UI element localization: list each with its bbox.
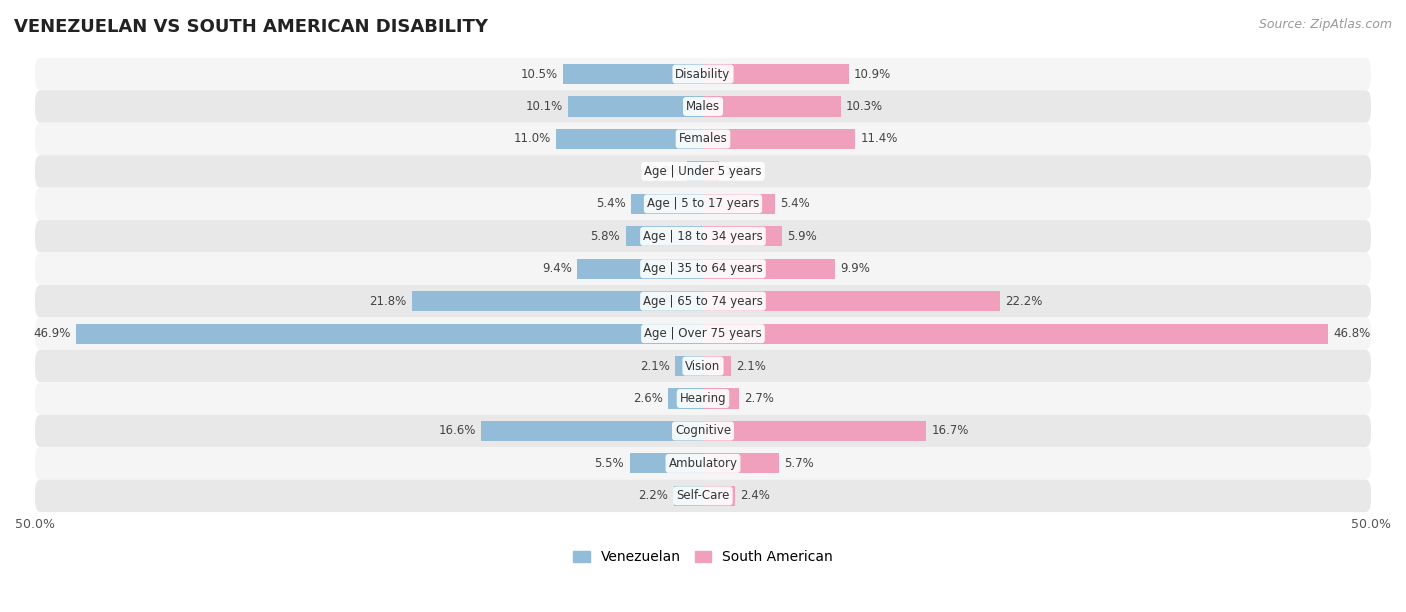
- Bar: [703, 453, 779, 474]
- Text: 1.2%: 1.2%: [724, 165, 754, 178]
- Text: 21.8%: 21.8%: [370, 295, 406, 308]
- Bar: [703, 324, 1329, 344]
- Text: Cognitive: Cognitive: [675, 425, 731, 438]
- Bar: [675, 356, 703, 376]
- Bar: [703, 194, 775, 214]
- Text: 5.9%: 5.9%: [787, 230, 817, 243]
- Text: 22.2%: 22.2%: [1005, 295, 1042, 308]
- Text: 2.6%: 2.6%: [633, 392, 662, 405]
- Text: Age | 65 to 74 years: Age | 65 to 74 years: [643, 295, 763, 308]
- Bar: [703, 259, 835, 279]
- Bar: [703, 97, 841, 116]
- Bar: [668, 389, 703, 409]
- Bar: [630, 453, 703, 474]
- Text: Males: Males: [686, 100, 720, 113]
- Text: Age | 35 to 64 years: Age | 35 to 64 years: [643, 262, 763, 275]
- Legend: Venezuelan, South American: Venezuelan, South American: [572, 550, 834, 564]
- FancyBboxPatch shape: [35, 188, 1371, 220]
- Text: 10.5%: 10.5%: [520, 67, 557, 81]
- Bar: [555, 129, 703, 149]
- Bar: [703, 486, 735, 506]
- FancyBboxPatch shape: [35, 415, 1371, 447]
- FancyBboxPatch shape: [35, 91, 1371, 123]
- Text: 9.9%: 9.9%: [841, 262, 870, 275]
- Bar: [703, 389, 740, 409]
- Text: 2.7%: 2.7%: [744, 392, 775, 405]
- Text: Hearing: Hearing: [679, 392, 727, 405]
- FancyBboxPatch shape: [35, 220, 1371, 253]
- Text: Vision: Vision: [685, 360, 721, 373]
- FancyBboxPatch shape: [35, 350, 1371, 382]
- Bar: [76, 324, 703, 344]
- Text: 46.8%: 46.8%: [1334, 327, 1371, 340]
- Bar: [703, 129, 855, 149]
- Bar: [631, 194, 703, 214]
- Text: 10.9%: 10.9%: [853, 67, 891, 81]
- Text: 9.4%: 9.4%: [543, 262, 572, 275]
- Text: 5.7%: 5.7%: [785, 457, 814, 470]
- Text: 16.7%: 16.7%: [931, 425, 969, 438]
- Text: 5.4%: 5.4%: [780, 197, 810, 211]
- Bar: [412, 291, 703, 312]
- Text: 46.9%: 46.9%: [34, 327, 72, 340]
- Text: 2.1%: 2.1%: [640, 360, 669, 373]
- Text: 5.4%: 5.4%: [596, 197, 626, 211]
- FancyBboxPatch shape: [35, 382, 1371, 415]
- Bar: [578, 259, 703, 279]
- Text: 11.0%: 11.0%: [513, 132, 551, 146]
- Bar: [703, 421, 927, 441]
- Bar: [626, 226, 703, 247]
- Bar: [673, 486, 703, 506]
- Text: Ambulatory: Ambulatory: [668, 457, 738, 470]
- Text: Age | 18 to 34 years: Age | 18 to 34 years: [643, 230, 763, 243]
- Text: 10.1%: 10.1%: [526, 100, 562, 113]
- Bar: [703, 291, 1000, 312]
- Text: VENEZUELAN VS SOUTH AMERICAN DISABILITY: VENEZUELAN VS SOUTH AMERICAN DISABILITY: [14, 18, 488, 36]
- Text: 2.2%: 2.2%: [638, 490, 668, 502]
- Text: Source: ZipAtlas.com: Source: ZipAtlas.com: [1258, 18, 1392, 31]
- Text: Self-Care: Self-Care: [676, 490, 730, 502]
- Bar: [562, 64, 703, 84]
- Text: 5.8%: 5.8%: [591, 230, 620, 243]
- Bar: [703, 356, 731, 376]
- Text: Age | Under 5 years: Age | Under 5 years: [644, 165, 762, 178]
- Text: 1.2%: 1.2%: [652, 165, 682, 178]
- Bar: [688, 162, 703, 182]
- Text: Females: Females: [679, 132, 727, 146]
- Text: 5.5%: 5.5%: [595, 457, 624, 470]
- Text: 11.4%: 11.4%: [860, 132, 898, 146]
- Text: Age | Over 75 years: Age | Over 75 years: [644, 327, 762, 340]
- FancyBboxPatch shape: [35, 155, 1371, 188]
- Text: 2.1%: 2.1%: [737, 360, 766, 373]
- FancyBboxPatch shape: [35, 123, 1371, 155]
- Bar: [703, 64, 849, 84]
- Text: 16.6%: 16.6%: [439, 425, 475, 438]
- Bar: [703, 162, 718, 182]
- FancyBboxPatch shape: [35, 480, 1371, 512]
- Bar: [703, 226, 782, 247]
- Bar: [568, 97, 703, 116]
- Text: 10.3%: 10.3%: [846, 100, 883, 113]
- FancyBboxPatch shape: [35, 253, 1371, 285]
- Text: Disability: Disability: [675, 67, 731, 81]
- Text: 2.4%: 2.4%: [741, 490, 770, 502]
- FancyBboxPatch shape: [35, 285, 1371, 318]
- Bar: [481, 421, 703, 441]
- FancyBboxPatch shape: [35, 447, 1371, 480]
- Text: Age | 5 to 17 years: Age | 5 to 17 years: [647, 197, 759, 211]
- FancyBboxPatch shape: [35, 318, 1371, 350]
- FancyBboxPatch shape: [35, 58, 1371, 91]
